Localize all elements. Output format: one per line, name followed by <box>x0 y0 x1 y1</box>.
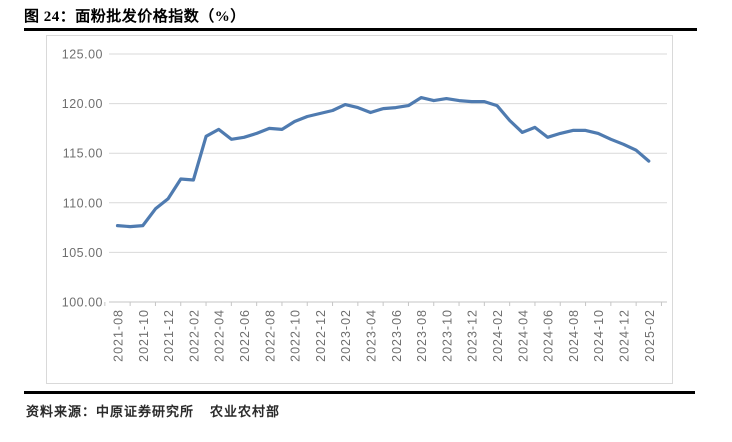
svg-text:2023-02: 2023-02 <box>339 309 353 362</box>
svg-text:2023-08: 2023-08 <box>415 309 429 362</box>
chart-area: 125.00 120.00 115.00 110.00 105.00 100.00 2021… <box>46 35 673 384</box>
svg-text:2021-08: 2021-08 <box>112 309 126 362</box>
svg-text:125.00: 125.00 <box>62 48 103 62</box>
divider-top <box>24 28 697 31</box>
source-org-1: 中原证券研究所 <box>96 404 195 419</box>
svg-text:2022-02: 2022-02 <box>187 309 201 362</box>
svg-text:2024-04: 2024-04 <box>516 309 530 362</box>
svg-text:2024-12: 2024-12 <box>618 309 632 362</box>
svg-text:2022-08: 2022-08 <box>263 309 277 362</box>
figure-title: 图 24：面粉批发价格指数（%） <box>24 9 246 25</box>
svg-text:120.00: 120.00 <box>62 97 103 111</box>
svg-text:2023-04: 2023-04 <box>365 309 379 362</box>
divider-bottom <box>24 391 695 394</box>
svg-text:115.00: 115.00 <box>63 147 103 161</box>
svg-text:2024-10: 2024-10 <box>592 309 606 362</box>
svg-text:2023-10: 2023-10 <box>440 309 454 362</box>
svg-text:105.00: 105.00 <box>62 246 103 260</box>
line-chart: 125.00 120.00 115.00 110.00 105.00 100.00 2021… <box>62 48 667 362</box>
svg-text:2023-12: 2023-12 <box>466 309 480 362</box>
source-org-2: 农业农村部 <box>210 404 281 419</box>
source-label: 资料来源： <box>26 404 97 419</box>
svg-text:2022-06: 2022-06 <box>238 309 252 362</box>
source-note: 资料来源：中原证券研究所 农业农村部 <box>26 401 280 420</box>
svg-text:100.00: 100.00 <box>62 296 103 310</box>
svg-text:2024-06: 2024-06 <box>542 309 556 362</box>
svg-text:2024-08: 2024-08 <box>567 309 581 362</box>
svg-text:2022-10: 2022-10 <box>289 309 303 362</box>
svg-text:110.00: 110.00 <box>63 196 103 210</box>
svg-text:2021-12: 2021-12 <box>162 309 176 362</box>
svg-text:2021-10: 2021-10 <box>137 309 151 362</box>
svg-text:2024-02: 2024-02 <box>491 309 505 362</box>
svg-text:2025-02: 2025-02 <box>643 309 657 362</box>
svg-text:2022-12: 2022-12 <box>314 309 328 362</box>
svg-text:2023-06: 2023-06 <box>390 309 404 362</box>
svg-text:2022-04: 2022-04 <box>213 309 227 362</box>
